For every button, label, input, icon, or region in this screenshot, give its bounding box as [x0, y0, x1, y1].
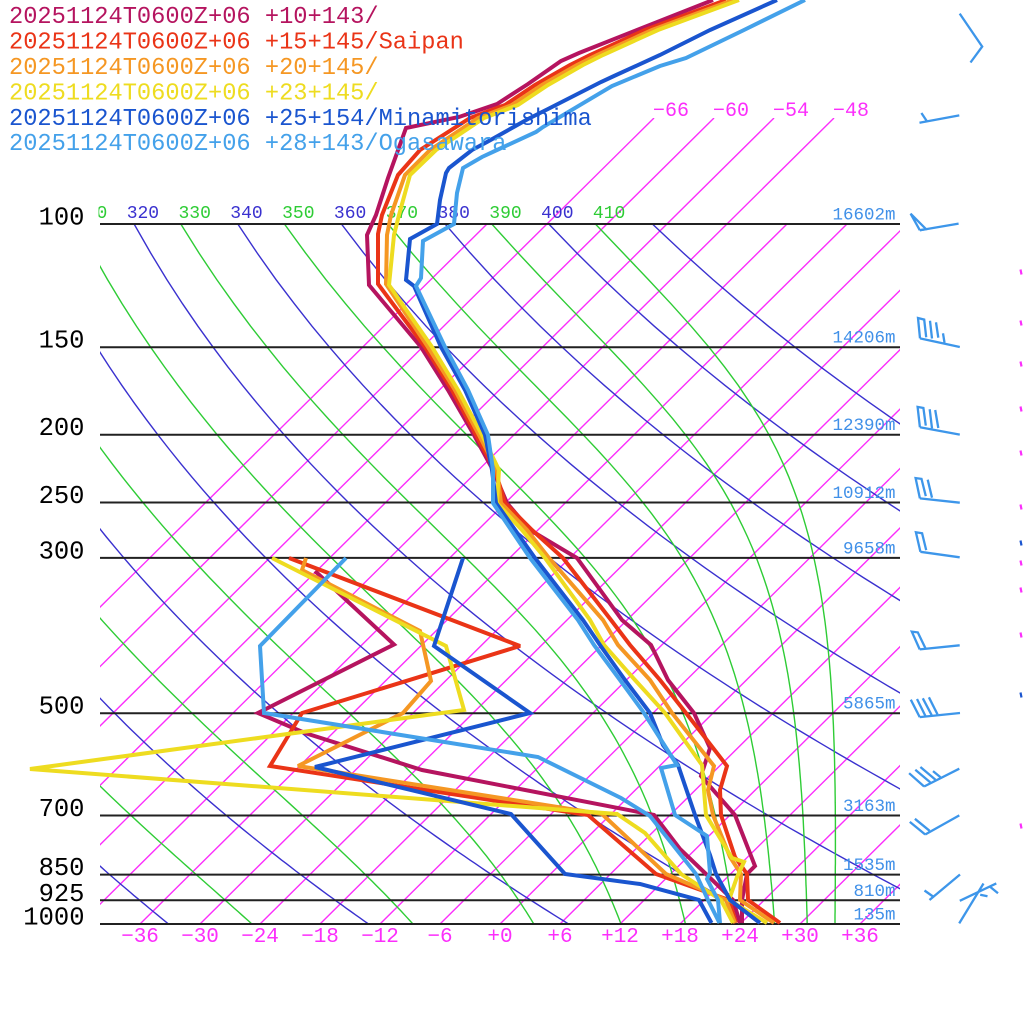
svg-text:3163m: 3163m — [843, 797, 896, 817]
svg-text:330: 330 — [178, 204, 210, 224]
svg-text:300: 300 — [39, 537, 85, 566]
svg-text:12390m: 12390m — [832, 416, 895, 436]
svg-text:−24: −24 — [241, 926, 279, 949]
svg-text:+12: +12 — [601, 926, 639, 949]
svg-text:700: 700 — [39, 795, 85, 824]
svg-text:−66: −66 — [653, 100, 689, 123]
svg-text:−36: −36 — [121, 926, 159, 949]
svg-text:20251124T0600Z+06 +10+143/: 20251124T0600Z+06 +10+143/ — [9, 4, 379, 31]
svg-text:14206m: 14206m — [832, 329, 895, 349]
svg-text:1535m: 1535m — [843, 856, 896, 876]
svg-text:+24: +24 — [721, 926, 759, 949]
svg-text:350: 350 — [282, 204, 314, 224]
svg-text:20251124T0600Z+06 +20+145/: 20251124T0600Z+06 +20+145/ — [9, 55, 379, 82]
svg-text:−12: −12 — [361, 926, 399, 949]
svg-text:1000: 1000 — [23, 904, 84, 933]
svg-text:+6: +6 — [547, 926, 572, 949]
svg-text:250: 250 — [39, 482, 85, 511]
svg-text:850: 850 — [39, 854, 85, 883]
svg-text:20251124T0600Z+06 +15+145/Saip: 20251124T0600Z+06 +15+145/Saipan — [9, 30, 464, 57]
svg-text:135m: 135m — [853, 906, 895, 926]
svg-text:+36: +36 — [841, 926, 879, 949]
svg-text:9658m: 9658m — [843, 539, 896, 559]
svg-text:320: 320 — [127, 204, 159, 224]
svg-text:340: 340 — [230, 204, 262, 224]
svg-text:5865m: 5865m — [843, 695, 896, 715]
svg-text:−54: −54 — [773, 100, 809, 123]
svg-text:−18: −18 — [301, 926, 339, 949]
svg-text:410: 410 — [593, 204, 625, 224]
svg-text:100: 100 — [39, 204, 85, 233]
svg-text:400: 400 — [541, 204, 573, 224]
svg-text:+18: +18 — [661, 926, 699, 949]
svg-text:20251124T0600Z+06 +25+154/Mina: 20251124T0600Z+06 +25+154/Minamitorishim… — [9, 106, 592, 133]
svg-text:+30: +30 — [781, 926, 819, 949]
svg-text:−60: −60 — [713, 100, 749, 123]
svg-text:390: 390 — [489, 204, 521, 224]
svg-text:20251124T0600Z+06 +23+145/: 20251124T0600Z+06 +23+145/ — [9, 80, 379, 107]
svg-text:925: 925 — [39, 880, 85, 909]
svg-text:10912m: 10912m — [832, 484, 895, 504]
svg-text:150: 150 — [39, 327, 85, 356]
svg-text:−48: −48 — [833, 100, 869, 123]
svg-text:500: 500 — [39, 693, 85, 722]
svg-text:−30: −30 — [181, 926, 219, 949]
svg-text:810m: 810m — [853, 882, 895, 902]
svg-text:200: 200 — [39, 414, 85, 443]
svg-text:16602m: 16602m — [832, 206, 895, 226]
svg-text:20251124T0600Z+06 +28+143/Ogas: 20251124T0600Z+06 +28+143/Ogasawara — [9, 131, 507, 158]
svg-text:360: 360 — [334, 204, 366, 224]
svg-text:310: 310 — [75, 204, 107, 224]
svg-text:−6: −6 — [427, 926, 452, 949]
svg-text:+0: +0 — [487, 926, 512, 949]
